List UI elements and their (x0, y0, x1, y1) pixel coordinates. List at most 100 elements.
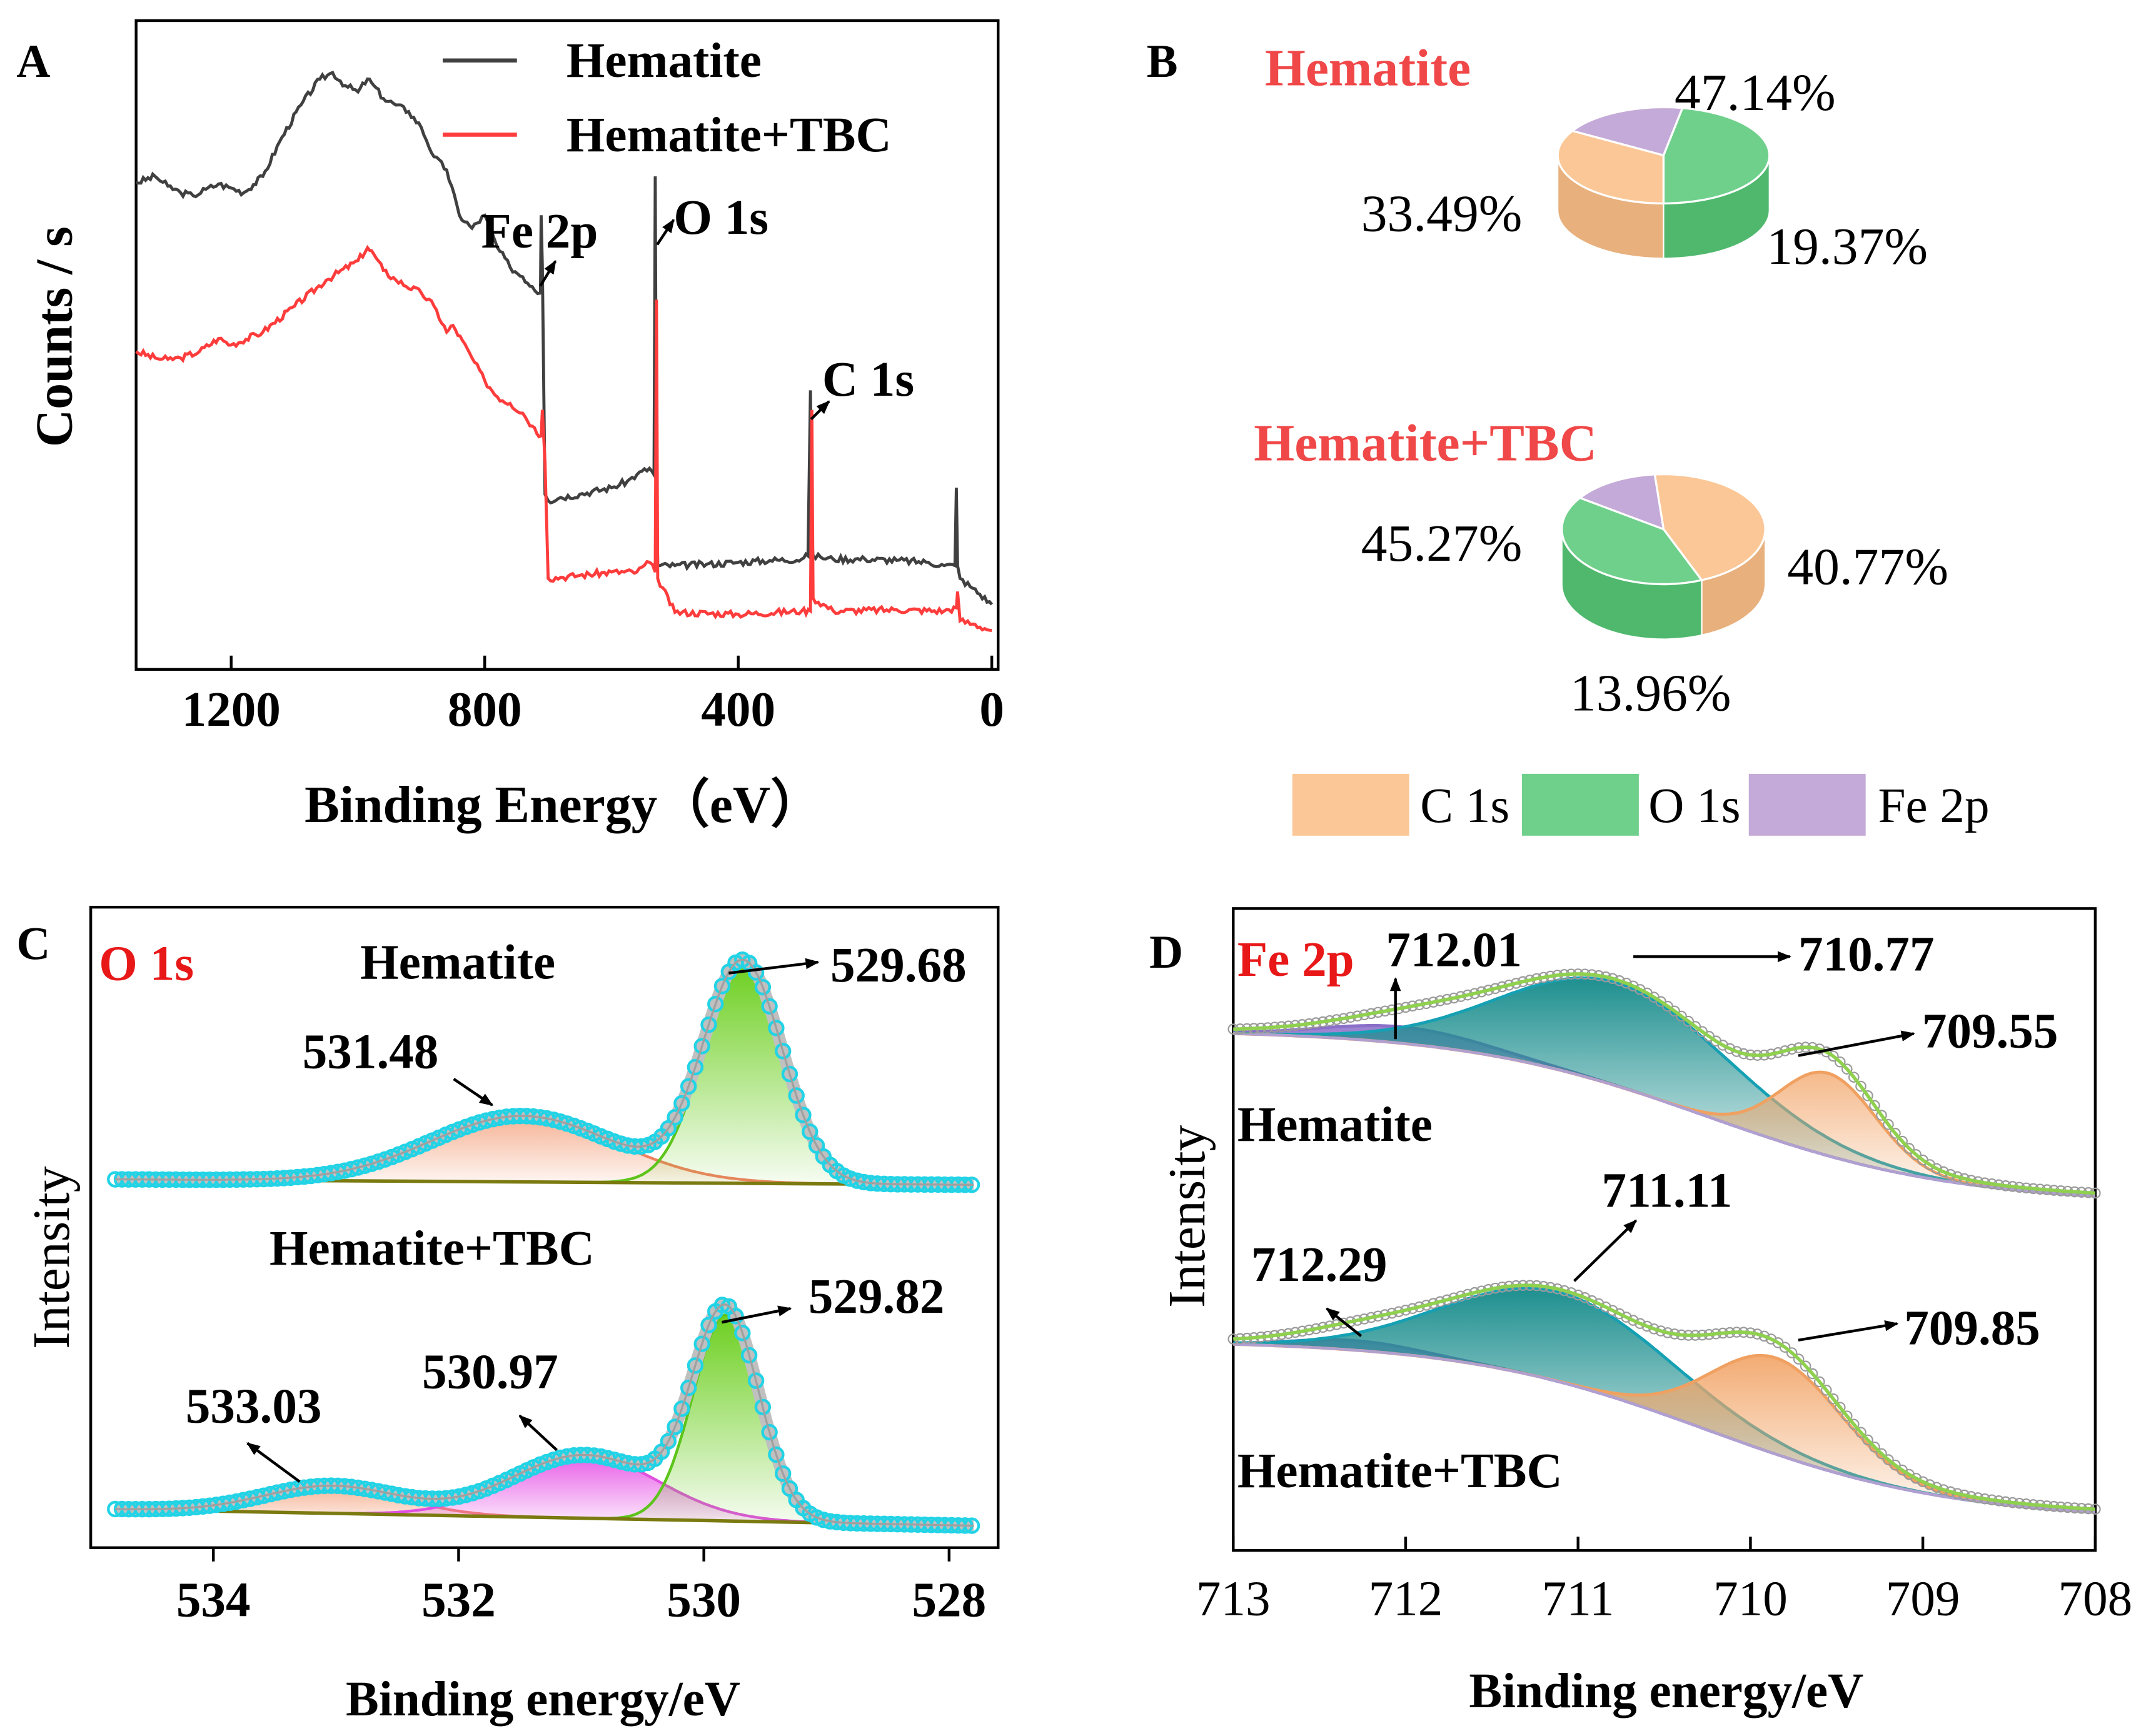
x-tick-label-800: 800 (448, 682, 522, 737)
x-tick-label-0: 0 (979, 682, 1004, 737)
data-point (687, 1058, 704, 1076)
legend-swatch-c1s (1292, 773, 1409, 836)
data-point (680, 1379, 697, 1397)
data-point (1876, 1448, 1887, 1460)
data-point (1869, 1100, 1880, 1111)
data-point (667, 1418, 683, 1435)
envelope-line-hematite-tbc (115, 1303, 974, 1527)
data-point (1855, 1080, 1866, 1092)
peak-fill-531-48 (115, 1116, 974, 1185)
data-point (802, 1123, 819, 1140)
data-point (1917, 1476, 1928, 1488)
pie-slice-fe-2p (1570, 106, 1685, 157)
x-tick-label-709: 709 (1886, 1572, 1960, 1627)
data-point (1607, 1305, 1618, 1317)
x-tick-label-530: 530 (667, 1573, 741, 1628)
panel-c-title: O 1s (99, 936, 194, 991)
panel-c-ylabel: Intensity (23, 1166, 81, 1349)
peak-fill-529-68 (115, 963, 974, 1185)
data-point (1586, 1295, 1598, 1307)
peak-fill-529-82 (115, 1315, 974, 1526)
panel-c: C O 1s Hematite Hematite+TBC 531.48 529.… (16, 905, 1000, 1727)
panel-letter-d: D (1149, 926, 1183, 978)
legend-label-c1s: C 1s (1420, 778, 1509, 833)
envelope-line-hematite (1233, 972, 2096, 1195)
data-point (1676, 1010, 1687, 1022)
peak-fill-709-55 (1233, 1033, 2095, 1196)
data-point (1717, 1040, 1729, 1051)
panel-a-frame (134, 19, 1000, 671)
data-point (1635, 1318, 1646, 1329)
series-line-hematite-tbc (135, 244, 992, 632)
panel-a-arrow-c1s (810, 400, 830, 421)
data-point (1890, 1128, 1901, 1139)
x-tick-label-712: 712 (1369, 1572, 1443, 1627)
panel-b: B Hematite 47.14% 33.49% 19.37% Hematite… (1147, 36, 1990, 836)
legend-swatch-o1s (1521, 773, 1639, 836)
data-point (1897, 1135, 1908, 1147)
data-point (1834, 1402, 1846, 1413)
data-point (768, 1020, 785, 1036)
data-point (1869, 1442, 1880, 1453)
data-point (1848, 1071, 1860, 1083)
pie-slice-fe-2p (1578, 473, 1665, 531)
panel-letter-a: A (16, 36, 50, 88)
panel-c-peak-531-48: 531.48 (303, 1024, 439, 1079)
data-point (713, 1297, 731, 1313)
pie2-title: Hematite+TBC (1254, 415, 1597, 473)
data-point (1848, 1418, 1860, 1430)
panel-d-arrow-709-85 (1798, 1320, 1899, 1342)
data-point (693, 1038, 710, 1055)
data-point (747, 964, 765, 981)
panel-d-peak-710-77: 710.77 (1798, 926, 1935, 981)
envelope-line-hematite (115, 958, 974, 1186)
panel-c-arrow-529-68 (728, 958, 820, 975)
envelope-line-hematite-tbc (1233, 1283, 2095, 1511)
panel-c-peak-533-03: 533.03 (186, 1379, 322, 1434)
panel-a-arrow-o1s (656, 218, 675, 246)
panel-d-sample-hematite: Hematite (1237, 1097, 1433, 1152)
panel-c-frame (89, 905, 1000, 1549)
pie1-title: Hematite (1265, 39, 1471, 97)
baseline-hematite (1233, 1032, 2095, 1198)
data-point (774, 1043, 792, 1060)
data-point (1600, 1301, 1611, 1313)
data-point (667, 1109, 683, 1126)
data-point (740, 1347, 758, 1364)
panel-d-peak-712-01: 712.01 (1386, 923, 1522, 978)
series-line-hematite (136, 71, 994, 606)
data-point (747, 1372, 765, 1389)
data-point (1820, 1385, 1832, 1396)
panel-a-annot-o1s: O 1s (673, 190, 768, 245)
x-tick-label-528: 528 (912, 1573, 986, 1628)
panel-d-xlabel: Binding energy/eV (1469, 1663, 1863, 1718)
data-point (1862, 1090, 1873, 1101)
data-point (707, 995, 724, 1013)
x-tick-label-534: 534 (176, 1573, 251, 1628)
panel-c-plot (107, 951, 980, 1534)
data-point (1931, 1163, 1942, 1175)
data-point (1628, 980, 1639, 992)
pie2-label-fe2p: 13.96% (1570, 665, 1731, 723)
x-tick-label-710: 710 (1713, 1572, 1788, 1627)
panel-d-arrow-712-29 (1326, 1307, 1363, 1337)
data-point (1683, 1015, 1695, 1027)
peak-fill-530-97 (115, 1455, 974, 1526)
panel-a-series (135, 71, 994, 632)
data-point (1827, 1393, 1839, 1405)
panel-a-legend-tbc: Hematite+TBC (567, 108, 892, 163)
data-point (1827, 1050, 1839, 1062)
data-point (1841, 1410, 1853, 1422)
panel-d-plot (1227, 968, 2101, 1515)
pie-slice-o-1s (1561, 496, 1704, 586)
data-point (1841, 1063, 1853, 1075)
peak-fill-533-03 (115, 1485, 974, 1526)
data-point (788, 1087, 805, 1104)
data-point (687, 1357, 704, 1374)
panel-d-sample-tbc: Hematite+TBC (1237, 1443, 1563, 1498)
panel-b-legend: C 1s O 1s Fe 2p (1292, 773, 1990, 836)
data-point (1614, 1308, 1625, 1320)
pie2-label-o1s: 40.77% (1787, 538, 1948, 596)
panel-c-arrow-531-48 (453, 1078, 493, 1106)
data-point (734, 1325, 751, 1342)
